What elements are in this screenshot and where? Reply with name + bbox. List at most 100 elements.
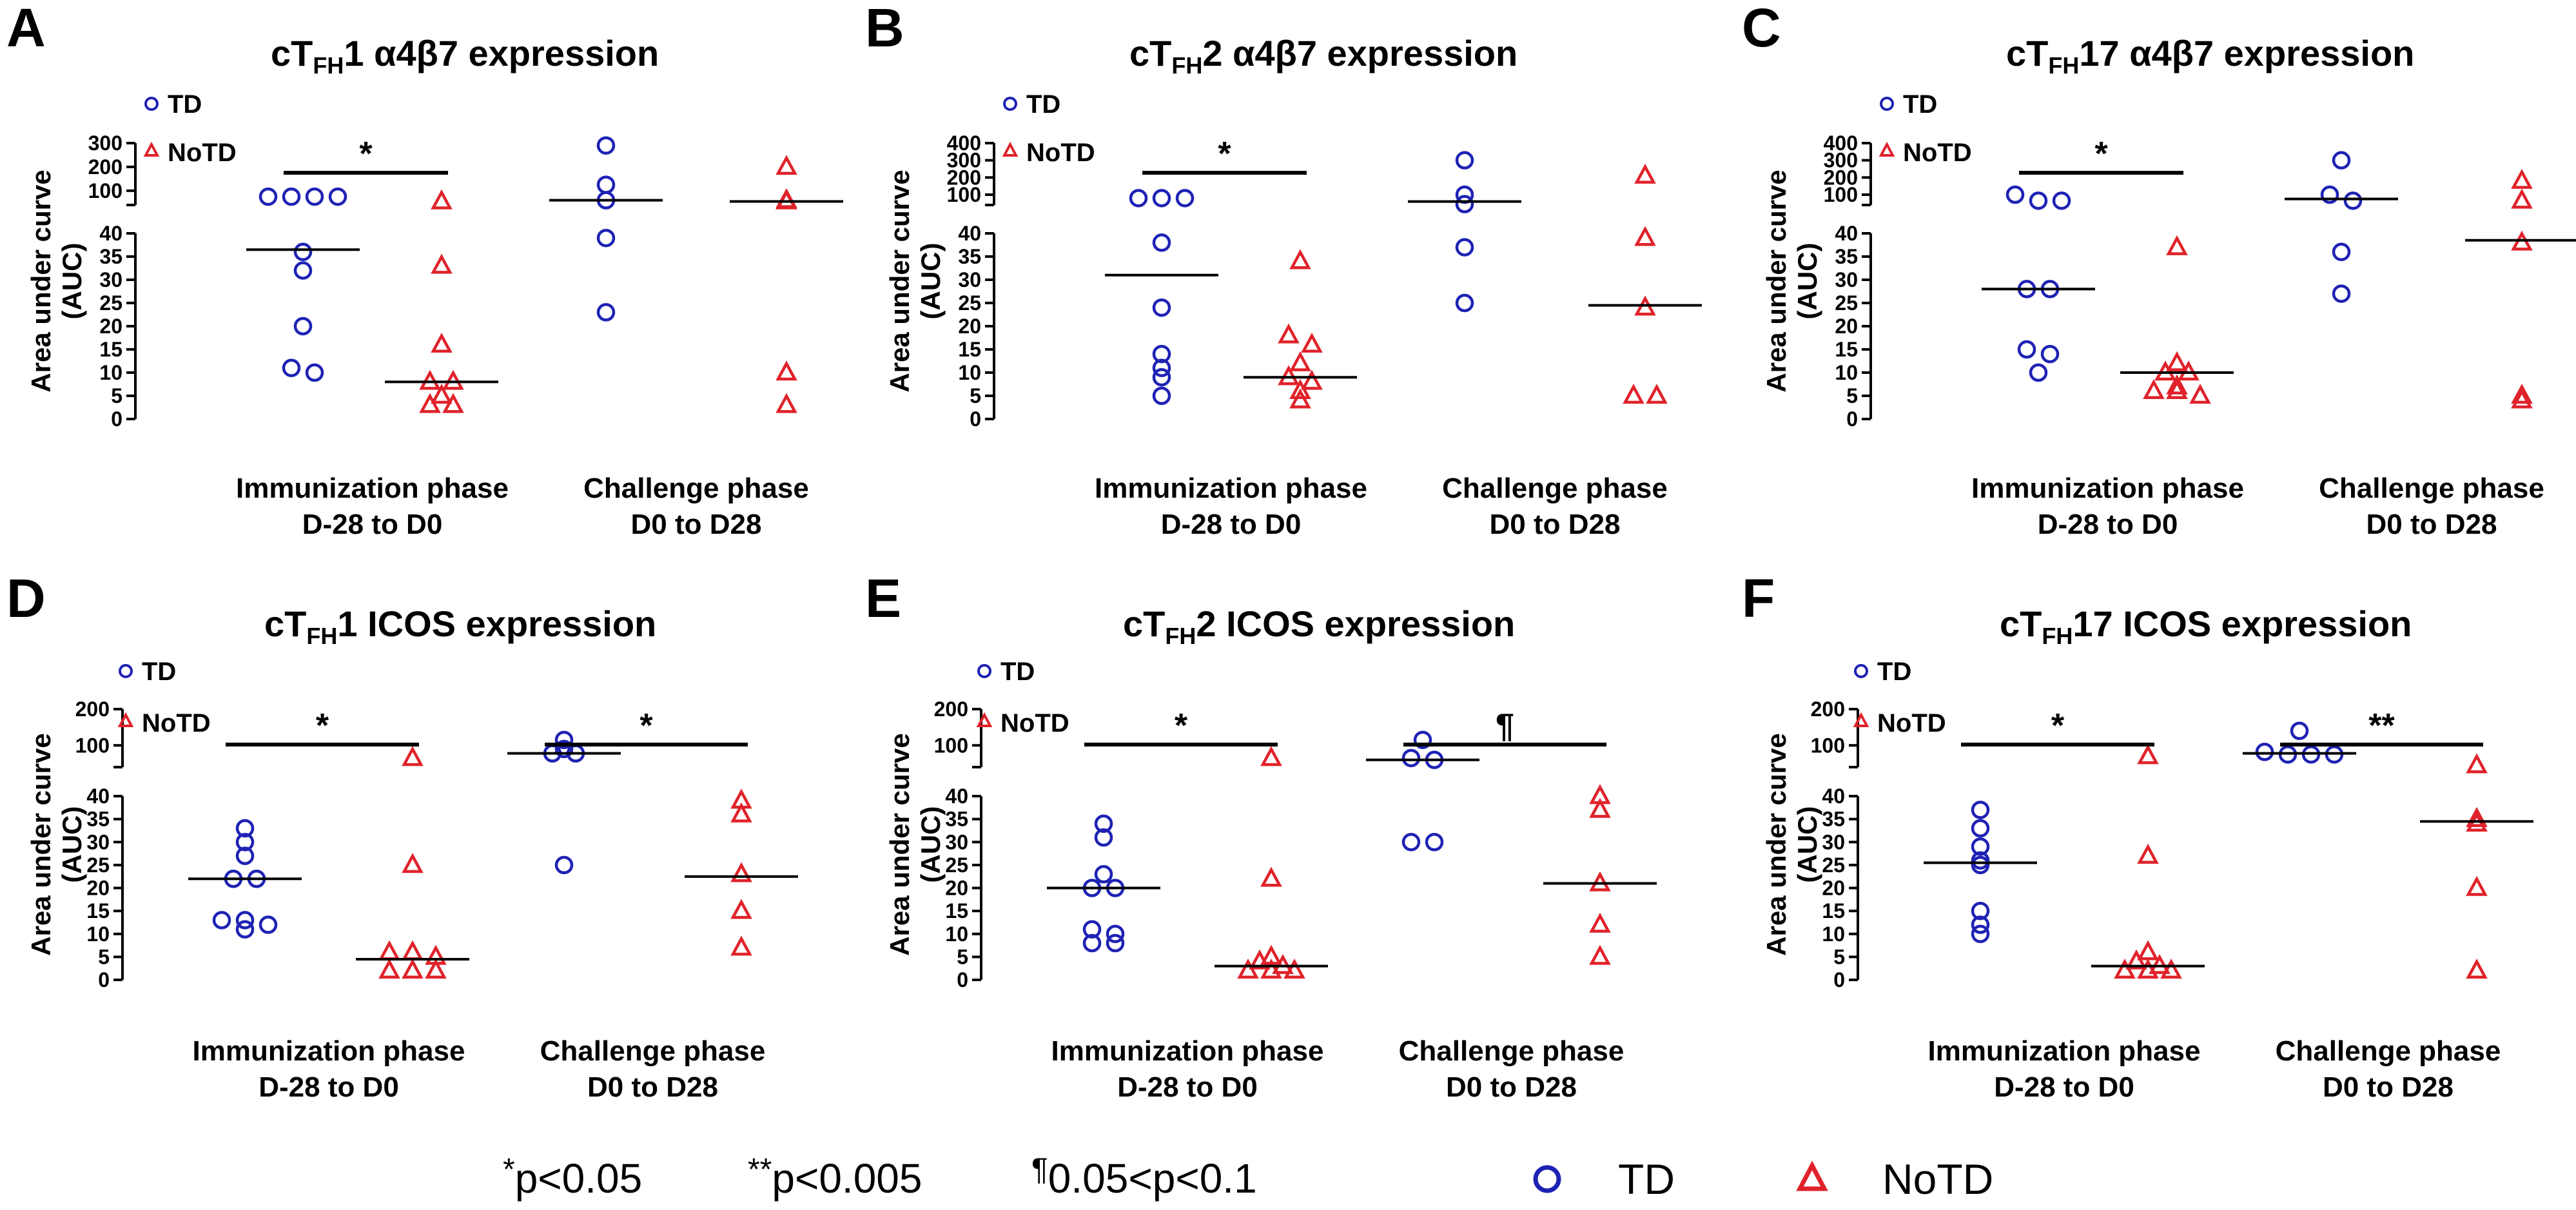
title-pre: cT bbox=[271, 33, 313, 73]
point-notd bbox=[776, 393, 797, 413]
legend-td-label: TD bbox=[1903, 90, 1937, 119]
footnote-p05-symbol: * bbox=[503, 1153, 515, 1187]
y-tick-label: 15 bbox=[99, 338, 122, 361]
point-notd bbox=[2511, 188, 2533, 209]
y-tick-label: 200 bbox=[1811, 698, 1845, 721]
y-axis-label-line2: (AUC) bbox=[915, 243, 946, 320]
footnote-trend: ¶0.05<p<0.1 bbox=[1031, 1153, 1257, 1202]
title-pre: cT bbox=[1129, 33, 1171, 73]
y-axis-label-line1: Area under curve bbox=[26, 733, 56, 955]
point-notd bbox=[1634, 226, 1656, 246]
point-notd bbox=[1260, 746, 1282, 766]
y-tick-label: 200 bbox=[88, 155, 122, 179]
footnote-p05-text: p<0.05 bbox=[515, 1155, 643, 1202]
point-td bbox=[1152, 344, 1171, 364]
title-subscript: FH bbox=[1165, 623, 1196, 649]
y-tick-label: 0 bbox=[970, 407, 981, 431]
y-tick-label: 5 bbox=[970, 384, 981, 407]
y-axis-label-line1: Area under curve bbox=[884, 170, 915, 392]
point-notd bbox=[1289, 379, 1311, 400]
panel-title: cTFH1 α4β7 expression bbox=[271, 33, 659, 79]
td-legend-label: TD bbox=[1618, 1155, 1675, 1203]
y-axis-label-line2: (AUC) bbox=[1792, 243, 1822, 320]
point-td bbox=[1082, 920, 1102, 939]
point-td bbox=[1175, 189, 1195, 208]
y-tick-label: 0 bbox=[1846, 407, 1858, 431]
point-td bbox=[1971, 855, 1990, 875]
panel-title: cTFH2 ICOS expression bbox=[1123, 603, 1515, 649]
point-td bbox=[1106, 933, 1125, 953]
y-tick-label: 200 bbox=[934, 698, 968, 721]
point-notd bbox=[402, 853, 424, 873]
y-tick-label: 25 bbox=[1822, 854, 1845, 877]
point-td bbox=[1106, 924, 1125, 943]
point-td bbox=[554, 855, 574, 875]
y-tick-label: 35 bbox=[945, 808, 968, 831]
point-td bbox=[212, 911, 231, 930]
category-label-line2: D0 to D28 bbox=[631, 509, 762, 540]
significance-label: * bbox=[639, 707, 653, 745]
point-td bbox=[1082, 933, 1102, 953]
point-td bbox=[282, 358, 301, 378]
y-tick-label: 30 bbox=[86, 830, 110, 854]
point-td bbox=[1152, 358, 1171, 378]
y-tick-label: 400 bbox=[947, 132, 981, 155]
point-notd bbox=[1260, 866, 1282, 887]
footnote-p05: *p<0.05 bbox=[503, 1153, 642, 1202]
point-td bbox=[2029, 191, 2048, 210]
y-tick-label: 5 bbox=[957, 945, 968, 968]
point-notd bbox=[2511, 388, 2533, 409]
y-axis-label: Area under curve(AUC) bbox=[1761, 170, 1822, 392]
notd-legend-label: NoTD bbox=[1882, 1155, 1993, 1203]
y-tick-label: 35 bbox=[99, 245, 122, 268]
y-tick-label: 25 bbox=[945, 854, 968, 877]
y-tick-label: 100 bbox=[1811, 734, 1845, 757]
legend-notd-icon bbox=[117, 712, 134, 727]
y-tick-label: 5 bbox=[1833, 945, 1845, 968]
point-notd bbox=[1623, 384, 1644, 404]
y-tick-label: 300 bbox=[88, 132, 122, 155]
point-td bbox=[293, 261, 313, 280]
y-tick-label: 30 bbox=[99, 268, 122, 291]
point-td bbox=[2029, 363, 2048, 382]
category-label-line1: Immunization phase bbox=[1971, 473, 2244, 504]
y-tick-label: 35 bbox=[1822, 808, 1845, 831]
point-td bbox=[259, 915, 278, 934]
significance-label: * bbox=[1175, 707, 1188, 745]
point-notd bbox=[2166, 379, 2188, 400]
category-label-line1: Challenge phase bbox=[1442, 473, 1668, 504]
y-tick-label: 20 bbox=[1835, 315, 1858, 338]
category-label-line2: D-28 to D0 bbox=[302, 509, 443, 540]
point-td bbox=[1971, 819, 1990, 838]
y-tick-label: 100 bbox=[88, 179, 122, 202]
point-td bbox=[1094, 828, 1113, 847]
category-label-line2: D-28 to D0 bbox=[1994, 1071, 2134, 1103]
y-axis-label-line2: (AUC) bbox=[1792, 806, 1822, 883]
point-td bbox=[1401, 748, 1421, 768]
point-notd bbox=[1301, 369, 1323, 390]
legend-notd-icon bbox=[1878, 141, 1895, 157]
point-notd bbox=[431, 333, 453, 353]
point-notd bbox=[2114, 959, 2136, 979]
point-notd bbox=[2137, 940, 2159, 961]
legend-notd-label: NoTD bbox=[1877, 709, 1946, 737]
point-notd bbox=[1589, 912, 1611, 933]
title-subscript: FH bbox=[2048, 52, 2079, 79]
point-td bbox=[1455, 195, 1474, 213]
category-label-line1: Challenge phase bbox=[2319, 473, 2544, 504]
point-td bbox=[1971, 901, 1990, 921]
point-notd bbox=[378, 959, 400, 979]
title-post: 17 ICOS expression bbox=[2073, 603, 2412, 644]
y-tick-label: 0 bbox=[111, 407, 122, 431]
point-notd bbox=[1289, 249, 1311, 269]
y-tick-label: 15 bbox=[958, 338, 981, 361]
category-label-line2: D0 to D28 bbox=[587, 1071, 718, 1103]
legend-notd-label: NoTD bbox=[1000, 709, 1069, 737]
legend-td-label: TD bbox=[142, 658, 176, 686]
legend-td-label: TD bbox=[168, 90, 202, 119]
title-post: 1 α4β7 expression bbox=[344, 33, 659, 73]
point-td bbox=[554, 730, 574, 750]
title-post: 17 α4β7 expression bbox=[2079, 33, 2414, 73]
